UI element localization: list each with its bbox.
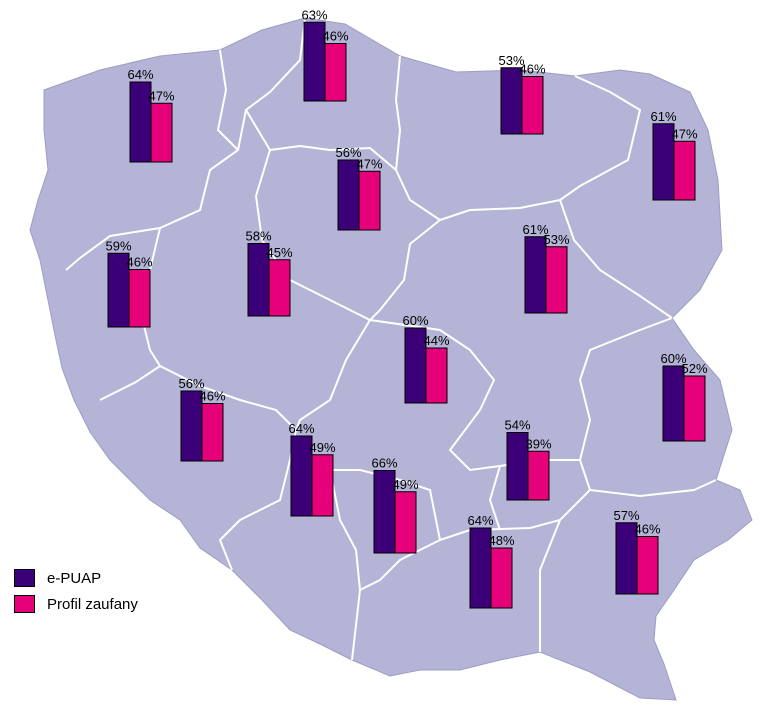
label-epuap: 63% [301,7,327,22]
region-bar-group: 63%46% [301,7,349,102]
label-epuap: 64% [288,421,314,436]
region-bar-group: 58%45% [245,229,293,317]
label-epuap: 64% [127,67,153,82]
region-bar-group: 64%48% [467,513,515,609]
label-profil-zaufany: 49% [392,477,418,492]
voivodeship-borders [65,17,717,661]
legend-label-epuap: e-PUAP [47,569,102,587]
bar-profil-zaufany [545,246,568,314]
region-bar-group: 60%52% [660,351,708,442]
bar-profil-zaufany [521,76,544,135]
bar-profil-zaufany [311,454,334,517]
label-profil-zaufany: 46% [126,255,152,270]
legend-swatch-epuap [14,569,35,587]
bar-profil-zaufany [527,450,550,501]
bar-profil-zaufany [673,140,696,201]
bar-profil-zaufany [358,170,381,231]
bar-profil-zaufany [425,347,448,404]
label-epuap: 59% [105,238,131,253]
label-profil-zaufany: 46% [634,522,660,537]
bar-epuap [662,365,685,442]
label-profil-zaufany: 39% [525,436,551,451]
label-epuap: 56% [178,376,204,391]
region-bar-group: 57%46% [613,508,661,595]
region-bar-group: 64%47% [127,67,175,163]
label-epuap: 56% [335,145,361,160]
region-bar-group: 56%47% [335,145,383,231]
region-bar-group: 66%49% [371,456,419,554]
label-profil-zaufany: 45% [266,245,292,260]
label-profil-zaufany: 53% [543,232,569,247]
legend-item-profil-zaufany: Profil zaufany [14,594,138,614]
bar-profil-zaufany [268,259,291,317]
legend-item-epuap: e-PUAP [14,568,101,588]
label-epuap: 60% [660,351,686,366]
label-profil-zaufany: 47% [148,88,174,103]
label-profil-zaufany: 47% [671,126,697,141]
bar-profil-zaufany [683,375,706,442]
label-profil-zaufany: 44% [423,333,449,348]
label-epuap: 53% [498,53,524,68]
region-bar-group: 60%44% [402,313,450,404]
label-epuap: 58% [245,229,271,244]
region-bar-group: 53%46% [498,53,546,135]
legend-label-profil-zaufany: Profil zaufany [47,595,138,613]
legend: e-PUAP Profil zaufany [14,568,214,618]
label-epuap: 64% [467,513,493,528]
bar-profil-zaufany [150,102,173,163]
label-epuap: 60% [402,313,428,328]
region-bar-group: 64%49% [288,421,336,517]
label-profil-zaufany: 46% [322,29,348,44]
label-epuap: 61% [522,222,548,237]
bars-layer: 64%47%63%46%53%46%61%47%56%47%59%46%58%4… [105,7,708,609]
label-profil-zaufany: 48% [488,533,514,548]
label-epuap: 54% [504,418,530,433]
region-bar-group: 61%53% [522,222,570,314]
label-profil-zaufany: 49% [309,440,335,455]
legend-swatch-profil-zaufany [14,595,35,613]
label-epuap: 61% [650,109,676,124]
bar-profil-zaufany [394,491,417,554]
region-bar-group: 56%46% [178,376,226,462]
label-profil-zaufany: 46% [199,389,225,404]
bar-profil-zaufany [490,547,513,609]
label-profil-zaufany: 46% [519,62,545,77]
bar-profil-zaufany [636,536,659,595]
label-profil-zaufany: 47% [356,156,382,171]
country-outline [29,17,753,701]
label-profil-zaufany: 52% [681,361,707,376]
label-epuap: 66% [371,456,397,471]
bar-profil-zaufany [201,403,224,462]
bar-epuap [524,236,547,314]
region-bar-group: 59%46% [105,238,153,328]
region-bar-group: 54%39% [504,418,552,501]
bar-epuap [500,67,523,135]
bar-profil-zaufany [324,43,347,102]
bar-profil-zaufany [128,269,151,328]
label-epuap: 57% [613,508,639,523]
region-bar-group: 61%47% [650,109,698,201]
